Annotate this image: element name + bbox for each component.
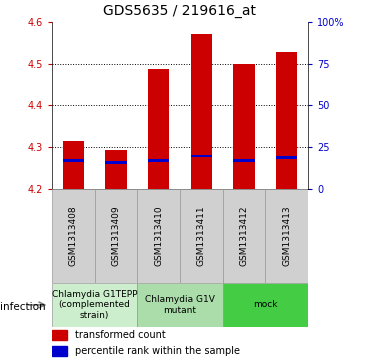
- Bar: [180, 189, 223, 283]
- Text: GSM1313411: GSM1313411: [197, 205, 206, 266]
- Bar: [233, 159, 255, 162]
- Bar: [137, 189, 180, 283]
- Bar: [233, 64, 255, 189]
- Text: GSM1313410: GSM1313410: [154, 205, 163, 266]
- Bar: [191, 34, 212, 189]
- Text: Chlamydia G1TEPP
(complemented
strain): Chlamydia G1TEPP (complemented strain): [52, 290, 137, 320]
- Title: GDS5635 / 219616_at: GDS5635 / 219616_at: [104, 4, 256, 18]
- Bar: [63, 141, 84, 189]
- Bar: [223, 189, 265, 283]
- Text: GSM1313413: GSM1313413: [282, 205, 291, 266]
- Text: Chlamydia G1V
mutant: Chlamydia G1V mutant: [145, 295, 215, 315]
- Bar: [52, 283, 137, 327]
- Text: GSM1313412: GSM1313412: [239, 206, 249, 266]
- Text: transformed count: transformed count: [75, 330, 166, 340]
- Bar: [276, 52, 297, 189]
- Bar: [105, 150, 127, 189]
- Bar: [223, 283, 308, 327]
- Text: percentile rank within the sample: percentile rank within the sample: [75, 346, 240, 356]
- Bar: [52, 330, 67, 340]
- Bar: [52, 189, 95, 283]
- Bar: [52, 346, 67, 356]
- Text: GSM1313409: GSM1313409: [111, 205, 121, 266]
- Bar: [276, 156, 297, 159]
- Bar: [148, 69, 169, 189]
- Bar: [63, 159, 84, 162]
- Bar: [137, 283, 223, 327]
- Bar: [95, 189, 137, 283]
- Bar: [148, 159, 169, 162]
- Text: mock: mock: [253, 301, 278, 309]
- Bar: [191, 155, 212, 158]
- Text: infection: infection: [0, 302, 46, 312]
- Bar: [265, 189, 308, 283]
- Bar: [105, 161, 127, 164]
- Text: GSM1313408: GSM1313408: [69, 205, 78, 266]
